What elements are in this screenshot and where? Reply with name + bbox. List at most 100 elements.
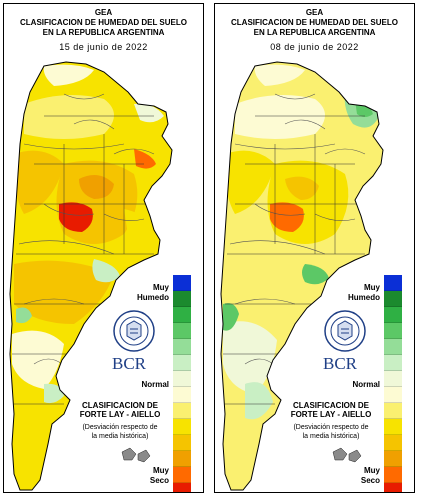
moisture-zone [270,202,304,232]
moisture-zone [16,307,32,324]
classification-line-1: CLASIFICACION DE [82,401,158,410]
moisture-zone [235,95,325,139]
legend-label-normal: Normal [141,380,169,389]
moisture-zone [43,64,94,86]
map-panel-left: GEA CLASIFICACION DE HUMEDAD DEL SUELO E… [3,3,204,493]
classification-label: CLASIFICACION DE FORTE LAY - AIELLO [68,401,172,419]
malvinas-islands [121,447,137,461]
legend-wet-line-2: Humedo [137,293,169,302]
contour-line [73,119,115,130]
moisture-zone [12,330,64,389]
contour-line [244,358,274,365]
legend-swatch [384,467,402,483]
moisture-zone [13,150,64,214]
legend-label-very-dry: Muy Seco [114,466,169,486]
legend-swatch [173,339,191,355]
legend-swatch [384,355,402,371]
contour-line [113,148,155,155]
moisture-zone [56,160,138,244]
moisture-zone [44,383,64,404]
org-label: GEA [305,8,324,17]
moisture-zone [223,321,277,394]
contour-line [234,143,336,150]
title-line-2: EN LA REPUBLICA ARGENTINA [253,28,376,37]
moisture-zone [59,202,93,232]
bcr-seal-icon [112,309,156,358]
legend-swatch [173,355,191,371]
legend-swatch [384,387,402,403]
legend-swatch [384,339,402,355]
color-legend [384,275,402,492]
deviation-line-2: la media histórica) [302,433,360,440]
classification-label: CLASIFICACION DE FORTE LAY - AIELLO [279,401,383,419]
contour-line [43,203,95,216]
moisture-zone [225,423,261,477]
moisture-zone [79,175,114,199]
moisture-zone [134,149,156,169]
legend-swatch [173,451,191,467]
moisture-zone [245,382,273,420]
moisture-zone [14,423,50,477]
bcr-logo-text: BCR [112,354,147,373]
moisture-zone [134,103,164,123]
legend-dry-line-2: Seco [360,476,380,485]
legend-label-very-wet: Muy Humedo [114,283,169,303]
title-line-2: EN LA REPUBLICA ARGENTINA [42,28,165,37]
classification-line-1: CLASIFICACION DE [293,401,369,410]
color-legend [173,275,191,492]
legend-label-very-dry: Muy Seco [325,466,380,486]
map-date: 08 de junio de 2022 [270,42,359,52]
soil-moisture-map [220,61,384,491]
legend-swatch [384,483,402,492]
legend-swatch [384,291,402,307]
contour-line [274,93,316,100]
legend-swatch [384,307,402,323]
contour-line [234,298,296,305]
legend-label-very-wet: Muy Humedo [325,283,380,303]
moisture-zone [124,209,154,245]
legend-wet-line-2: Humedo [348,293,380,302]
legend-swatch [384,451,402,467]
malvinas-islands [137,449,151,463]
legend-dry-line-1: Muy [364,466,380,475]
legend-swatch [384,403,402,419]
moisture-zone [267,160,349,244]
title-line-1: CLASIFICACION DE HUMEDAD DEL SUELO [231,18,398,27]
contour-line [33,358,63,365]
map-panel-right: GEA CLASIFICACION DE HUMEDAD DEL SUELO E… [214,3,415,493]
soil-moisture-map [9,61,173,491]
legend-swatch [173,467,191,483]
classification-line-2: FORTE LAY - AIELLO [79,410,161,419]
legend-dry-line-2: Seco [149,476,169,485]
legend-swatch [384,435,402,451]
argentina-outline [9,61,173,491]
malvinas-islands [348,449,362,463]
title-line-1: CLASIFICACION DE HUMEDAD DEL SUELO [20,18,187,27]
contour-line [254,203,306,216]
deviation-note: (Desviación respecto de la media históri… [279,423,383,441]
legend-swatch [173,275,191,291]
contour-line [23,298,85,305]
deviation-note: (Desviación respecto de la media históri… [68,423,172,441]
legend-swatch [173,307,191,323]
org-label: GEA [94,8,113,17]
moisture-zone [285,176,319,200]
deviation-line-2: la media histórica) [91,433,149,440]
moisture-zone [24,95,114,139]
legend-swatch [173,371,191,387]
legend-dry-line-1: Muy [153,466,169,475]
legend-swatch [173,291,191,307]
malvinas-islands [332,447,348,461]
legend-wet-line-1: Muy [364,283,380,292]
moisture-zone [92,259,120,283]
moisture-zone [223,303,239,331]
legend-swatch [173,419,191,435]
contour-line [63,93,105,100]
legend-swatch [173,323,191,339]
contour-line [284,119,326,130]
contour-line [23,143,125,150]
deviation-line-1: (Desviación respecto de [82,424,158,431]
legend-wet-line-1: Muy [153,283,169,292]
deviation-line-1: (Desviación respecto de [293,424,369,431]
bcr-seal-icon [323,309,367,358]
